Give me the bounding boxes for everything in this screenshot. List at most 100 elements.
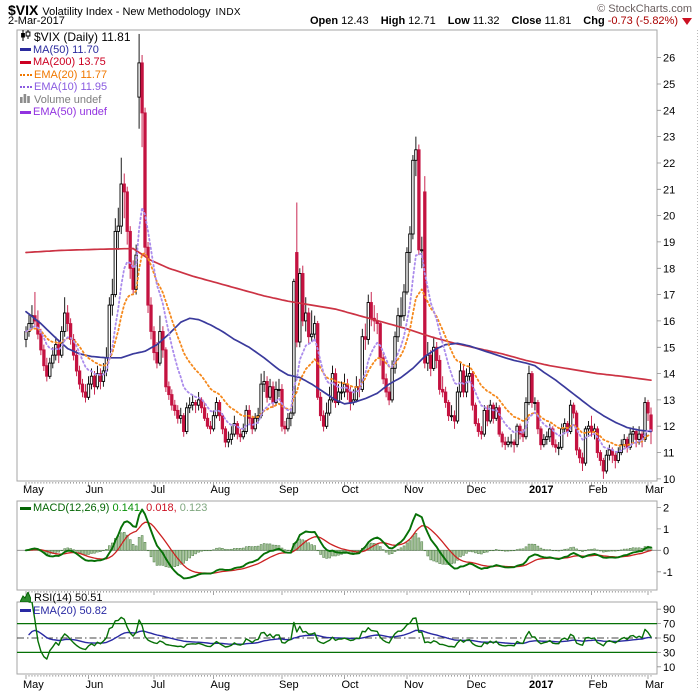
- close-value: 11.81: [544, 15, 572, 27]
- candle-up: [304, 312, 308, 322]
- candle-up: [455, 391, 460, 422]
- legend-rsi-ema-label: EMA(20) 50.82: [33, 604, 107, 617]
- candle-up: [286, 417, 290, 430]
- candle-up: [327, 399, 332, 414]
- candle-down: [446, 402, 451, 417]
- month-label: Feb: [589, 679, 608, 691]
- candle-up: [289, 412, 293, 419]
- candle-up: [643, 402, 647, 440]
- y-axis-label: 25: [663, 79, 675, 91]
- candle-up: [622, 438, 626, 446]
- candle-up: [330, 373, 335, 401]
- ma50-line-icon: [20, 48, 31, 52]
- candle-down: [74, 354, 79, 372]
- candle-down: [92, 375, 97, 388]
- month-label: Oct: [342, 484, 359, 496]
- y-axis-label: 1: [663, 524, 669, 536]
- macd-histogram-bar: [560, 549, 563, 551]
- candle-down: [333, 373, 338, 404]
- macd-histogram-bar: [411, 535, 415, 551]
- y-axis-label: 14: [663, 369, 675, 381]
- main-panel-border: [16, 29, 658, 482]
- symbol-name: Volatility Index - New Methodology: [42, 6, 211, 18]
- macd-histogram-bar: [212, 549, 215, 551]
- candle-up: [226, 438, 231, 443]
- candle-down: [589, 425, 594, 432]
- candle-up: [542, 438, 546, 446]
- y-axis-label: 16: [663, 316, 675, 328]
- macd-histogram-bar: [596, 549, 599, 551]
- candle-up: [411, 159, 415, 235]
- y-axis-label: 90: [663, 604, 675, 616]
- macd-histogram-bar: [93, 550, 96, 554]
- candle-down: [77, 370, 82, 385]
- macd-histogram-bar: [87, 550, 90, 555]
- macd-histogram-bar: [593, 548, 596, 551]
- macd-histogram-bar: [599, 550, 602, 552]
- candle-down: [170, 394, 174, 406]
- macd-hist-value: 0.123: [179, 502, 208, 514]
- macd-histogram-bar: [75, 550, 78, 552]
- macd-histogram-bar: [402, 545, 406, 551]
- candle-down: [429, 354, 433, 369]
- legend-rsi-ema-row: EMA(20) 50.82: [20, 605, 107, 618]
- chg-label: Chg: [583, 15, 605, 27]
- candle-down: [220, 415, 225, 430]
- candle-down: [369, 302, 373, 319]
- candle-down: [497, 407, 501, 435]
- month-label: 2017: [529, 484, 553, 496]
- macd-histogram-bar: [608, 550, 611, 552]
- candle-up: [185, 407, 189, 432]
- macd-histogram-bar: [197, 550, 200, 553]
- month-label: Jun: [86, 484, 104, 496]
- candle-down: [173, 404, 177, 411]
- candle-up: [298, 273, 302, 343]
- candle-up: [405, 252, 409, 293]
- macd-histogram-bar: [417, 537, 421, 551]
- month-labels-bottom: May Jun Jul Aug Sep Oct Nov Dec 2017 Feb Mar: [23, 679, 664, 691]
- candle-down: [152, 331, 156, 354]
- macd-histogram-bar: [536, 545, 540, 551]
- macd-histogram-bar: [218, 547, 221, 551]
- candle-up: [548, 428, 552, 438]
- month-label: Jun: [86, 679, 104, 691]
- macd-histogram-bar: [313, 545, 316, 551]
- candle-up: [27, 323, 31, 332]
- candle-down: [503, 441, 507, 446]
- macd-histogram-bar: [90, 550, 93, 554]
- macd-histogram-bar: [146, 550, 150, 552]
- legend-ema50-label: EMA(50) undef: [33, 106, 107, 118]
- macd-histogram-bar: [161, 550, 165, 566]
- macd-histogram-bar: [283, 549, 287, 551]
- macd-histogram-bar: [622, 548, 626, 551]
- low-value: 11.32: [472, 15, 500, 27]
- macd-histogram-bar: [247, 546, 251, 551]
- macd-histogram-bar: [435, 550, 438, 563]
- macd-histogram-bar: [390, 550, 394, 554]
- macd-histogram-bar: [617, 550, 620, 552]
- candle-up: [545, 436, 549, 440]
- macd-histogram-bar: [405, 542, 409, 551]
- candle-down: [182, 415, 186, 432]
- macd-histogram-bar: [494, 549, 498, 551]
- macd-histogram-bar: [497, 549, 501, 551]
- macd-histogram-bar: [563, 548, 566, 551]
- macd-histogram-bar: [108, 545, 111, 551]
- y-axis-label: 10: [663, 474, 675, 486]
- macd-histogram-bar: [471, 550, 474, 553]
- candle-down: [238, 433, 242, 438]
- month-label: Aug: [211, 679, 231, 691]
- title-row: $VIX Volatility Index - New Methodology IN…: [8, 2, 692, 18]
- macd-histogram-bar: [548, 549, 552, 551]
- macd-histogram-bar: [259, 544, 263, 551]
- macd-histogram-bar: [221, 548, 224, 551]
- macd-histogram-bar: [429, 550, 433, 561]
- candle-up: [467, 373, 472, 377]
- macd-histogram-bar: [102, 550, 105, 552]
- macd-signal-value: 0.018,: [146, 502, 177, 514]
- candle-up: [86, 383, 91, 398]
- macd-histogram-bar: [530, 543, 534, 551]
- macd-histogram-bar: [54, 550, 58, 553]
- candle-down: [577, 449, 582, 459]
- candle-down: [250, 417, 254, 430]
